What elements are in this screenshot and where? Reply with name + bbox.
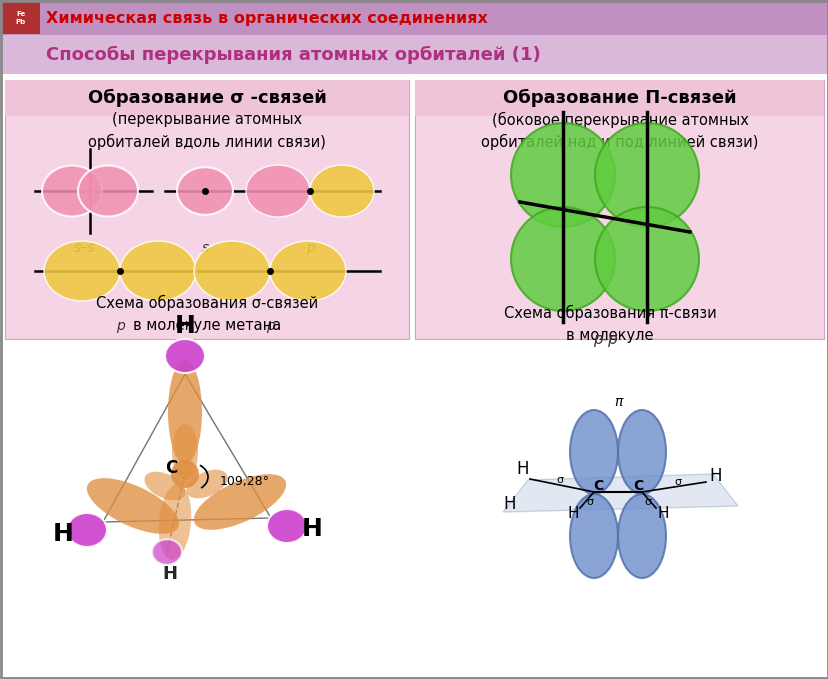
Ellipse shape — [67, 513, 107, 547]
Text: H: H — [516, 460, 528, 478]
Text: H: H — [709, 467, 721, 485]
Ellipse shape — [44, 241, 120, 301]
Ellipse shape — [270, 241, 345, 301]
Text: p: p — [115, 319, 124, 333]
Text: H: H — [162, 565, 177, 583]
FancyBboxPatch shape — [5, 80, 408, 339]
Text: σ: σ — [674, 477, 681, 487]
Text: C: C — [632, 479, 643, 493]
Ellipse shape — [42, 166, 102, 217]
Ellipse shape — [144, 472, 185, 500]
Polygon shape — [503, 474, 737, 512]
Ellipse shape — [171, 460, 199, 488]
Ellipse shape — [186, 470, 228, 498]
Ellipse shape — [267, 509, 306, 543]
Text: Схема образования σ-связей
в молекуле метана: Схема образования σ-связей в молекуле ме… — [96, 295, 318, 333]
FancyBboxPatch shape — [5, 80, 408, 116]
Ellipse shape — [177, 167, 233, 215]
Ellipse shape — [87, 478, 179, 534]
Text: p: p — [265, 319, 274, 333]
Ellipse shape — [595, 207, 698, 311]
Ellipse shape — [510, 207, 614, 311]
Text: Образование Π-связей: Образование Π-связей — [503, 89, 736, 107]
FancyBboxPatch shape — [415, 80, 823, 116]
Text: Fe
Pb: Fe Pb — [16, 12, 26, 24]
Text: (боковое перекрывание атомных
орбиталей над и под линией связи): (боковое перекрывание атомных орбиталей … — [481, 111, 758, 151]
Text: σ: σ — [556, 475, 563, 485]
Text: p: p — [306, 241, 314, 255]
Ellipse shape — [617, 410, 665, 494]
Text: C: C — [165, 459, 177, 477]
Ellipse shape — [78, 166, 137, 217]
Text: s: s — [201, 241, 209, 255]
Ellipse shape — [570, 494, 617, 578]
Text: σ: σ — [585, 497, 593, 507]
Ellipse shape — [168, 360, 202, 464]
Ellipse shape — [570, 410, 617, 494]
Text: H: H — [301, 517, 322, 541]
FancyBboxPatch shape — [0, 35, 828, 74]
Ellipse shape — [152, 539, 182, 565]
Text: H: H — [52, 522, 74, 546]
Ellipse shape — [510, 123, 614, 227]
Text: Схема образования π-связи
в молекуле: Схема образования π-связи в молекуле — [503, 305, 715, 343]
Text: p-p: p-p — [592, 332, 617, 347]
Text: 109,28°: 109,28° — [219, 475, 270, 488]
Ellipse shape — [246, 165, 310, 217]
Ellipse shape — [158, 484, 191, 560]
Ellipse shape — [194, 241, 270, 301]
Ellipse shape — [120, 241, 195, 301]
Text: σ: σ — [643, 497, 651, 507]
Ellipse shape — [165, 339, 205, 373]
Ellipse shape — [310, 165, 373, 217]
Text: s–s: s–s — [75, 241, 96, 255]
Text: H: H — [503, 495, 516, 513]
Text: H: H — [566, 507, 578, 521]
FancyBboxPatch shape — [415, 80, 823, 339]
Text: H: H — [175, 314, 195, 338]
Ellipse shape — [595, 123, 698, 227]
Text: (перекрывание атомных
орбиталей вдоль линии связи): (перекрывание атомных орбиталей вдоль ли… — [88, 112, 325, 150]
Ellipse shape — [171, 424, 198, 480]
Text: C: C — [592, 479, 603, 493]
Ellipse shape — [194, 474, 286, 530]
Text: π: π — [613, 395, 622, 409]
Text: Способы перекрывания атомных орбиталей (1): Способы перекрывания атомных орбиталей (… — [46, 46, 540, 64]
Text: Образование σ -связей: Образование σ -связей — [88, 89, 326, 107]
Text: Химическая связь в органических соединениях: Химическая связь в органических соединен… — [46, 10, 488, 26]
Text: H: H — [657, 507, 668, 521]
Ellipse shape — [617, 494, 665, 578]
FancyBboxPatch shape — [2, 2, 40, 34]
FancyBboxPatch shape — [0, 0, 828, 35]
